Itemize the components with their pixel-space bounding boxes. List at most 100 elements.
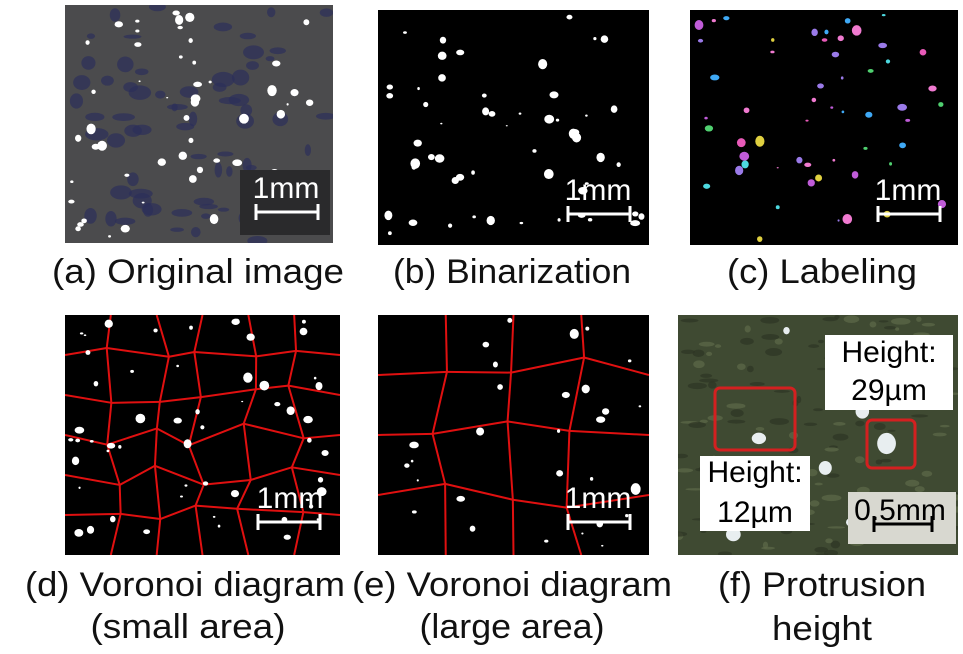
particle (590, 477, 593, 481)
caption: (a) Original image (52, 253, 344, 291)
particle (85, 350, 90, 355)
particle (596, 153, 604, 162)
particle (172, 10, 179, 15)
particle (723, 16, 729, 20)
texture (112, 113, 135, 121)
particle (307, 438, 312, 443)
particle (631, 483, 641, 495)
particle (108, 235, 111, 237)
particle (899, 142, 906, 148)
voronoi-edge (120, 485, 121, 514)
particle (105, 320, 113, 328)
texture (132, 125, 151, 135)
voronoi-edge (513, 500, 514, 555)
particle (92, 144, 100, 150)
particle (585, 327, 589, 331)
caption: (small area) (91, 608, 286, 646)
particle (830, 106, 833, 108)
particle (581, 532, 583, 534)
particle (440, 37, 446, 44)
particle (417, 87, 420, 90)
texture (876, 459, 883, 464)
texture (825, 447, 839, 451)
particle (877, 433, 896, 454)
particle (811, 29, 817, 36)
particle (143, 529, 150, 534)
particle (544, 115, 554, 124)
image-c (690, 10, 958, 245)
texture (774, 390, 790, 393)
particle (822, 38, 828, 42)
particle (755, 136, 764, 147)
particle (124, 174, 129, 177)
texture (818, 340, 824, 343)
texture (87, 33, 95, 38)
voronoi-edge (65, 514, 121, 515)
particle (303, 416, 313, 423)
texture (816, 553, 828, 555)
particle (70, 180, 73, 183)
particle (90, 440, 94, 443)
texture (715, 344, 721, 348)
particle (91, 90, 95, 94)
particle (497, 384, 503, 390)
texture (718, 551, 732, 556)
texture (217, 151, 233, 156)
particle (75, 439, 80, 443)
texture (891, 318, 911, 325)
particle (411, 460, 414, 463)
image-b (378, 10, 649, 245)
particle (438, 74, 446, 81)
particle (417, 479, 419, 481)
particle (712, 19, 716, 22)
texture (775, 339, 783, 345)
texture (316, 113, 336, 120)
texture (246, 165, 257, 171)
particle (507, 318, 512, 323)
particle (617, 162, 621, 167)
texture (170, 228, 184, 232)
particle (134, 42, 141, 47)
texture (761, 547, 775, 550)
particle (882, 14, 886, 16)
particle (841, 76, 844, 79)
particle (80, 332, 83, 334)
particle (602, 408, 609, 414)
texture (700, 374, 712, 378)
particle (448, 224, 452, 228)
particle (472, 215, 476, 218)
particle (184, 484, 187, 486)
particle (611, 105, 618, 113)
texture (731, 409, 744, 417)
particle (74, 529, 83, 537)
particle (771, 38, 774, 42)
caption: (f) Protrusion (718, 566, 926, 604)
caption: height (772, 610, 873, 648)
particle (812, 98, 817, 102)
texture (760, 317, 779, 324)
particle (544, 169, 554, 179)
texture (813, 408, 823, 411)
caption: (c) Labeling (727, 253, 917, 291)
particle (267, 85, 276, 96)
particle (176, 365, 179, 367)
texture (933, 433, 947, 437)
particle (838, 219, 840, 221)
particle (845, 18, 851, 23)
particle (928, 85, 936, 91)
particle (135, 29, 139, 32)
particle (566, 15, 572, 20)
particle (386, 93, 393, 98)
texture (226, 166, 232, 177)
texture (915, 486, 925, 492)
texture (833, 422, 845, 426)
particle (452, 177, 459, 184)
texture (808, 344, 819, 348)
particle (489, 111, 496, 117)
particle (582, 385, 590, 394)
particle (628, 359, 632, 362)
texture (123, 35, 141, 39)
particle (842, 111, 845, 114)
particle (213, 158, 220, 162)
texture (874, 423, 886, 430)
